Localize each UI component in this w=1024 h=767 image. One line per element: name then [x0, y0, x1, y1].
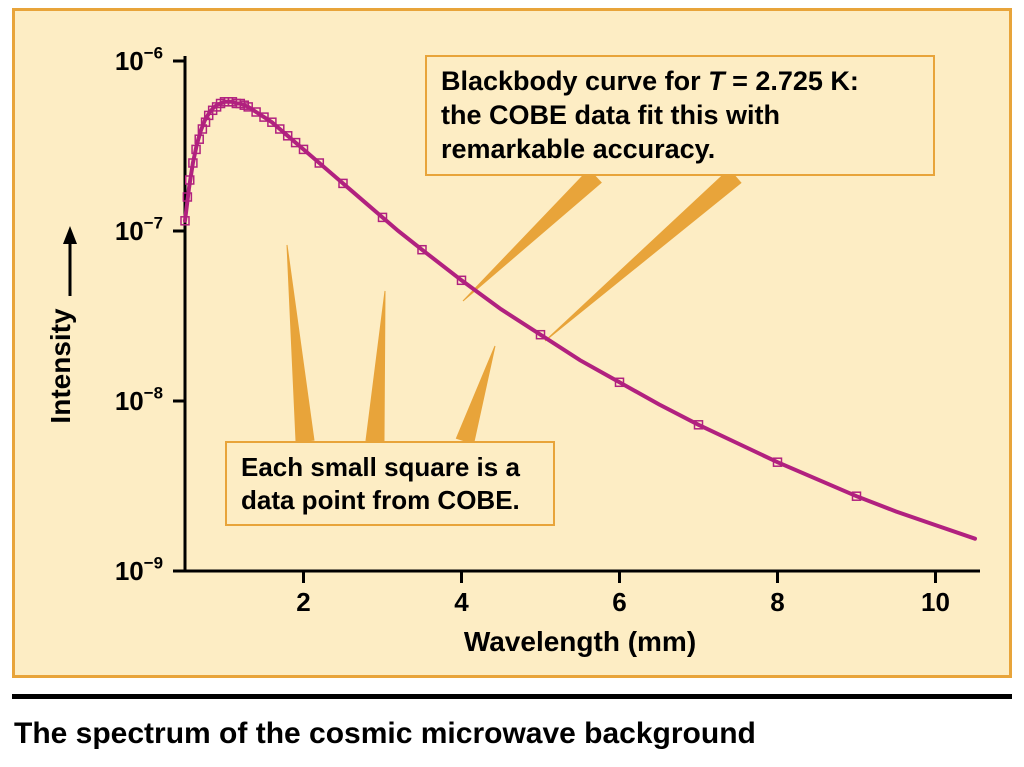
figure-container: 2 4 6 8 10 Wavelength (mm) 10−9 10−8 10−7 10−6 Int…: [0, 8, 1024, 767]
y-tick-label: 10−9: [115, 553, 163, 586]
x-tick-label: 6: [612, 587, 626, 617]
chart-frame: 2 4 6 8 10 Wavelength (mm) 10−9 10−8 10−7 10−6 Int…: [12, 8, 1012, 678]
y-tick-label: 10−8: [115, 383, 163, 416]
y-axis-label: Intensity: [45, 308, 76, 424]
x-tick-label: 4: [454, 587, 469, 617]
x-tick-label: 10: [921, 587, 950, 617]
y-tick-label: 10−6: [115, 43, 163, 76]
annotation-blackbody: Blackbody curve for T = 2.725 K:the COBE…: [425, 55, 935, 176]
x-tick-label: 8: [770, 587, 784, 617]
annotation-data-points: Each small square is adata point from CO…: [225, 441, 555, 526]
x-tick-label: 2: [296, 587, 310, 617]
y-tick-label: 10−7: [115, 213, 163, 246]
divider-bar: [12, 694, 1012, 699]
x-axis-label: Wavelength (mm): [464, 626, 696, 657]
figure-caption: The spectrum of the cosmic microwave bac…: [14, 717, 1024, 751]
